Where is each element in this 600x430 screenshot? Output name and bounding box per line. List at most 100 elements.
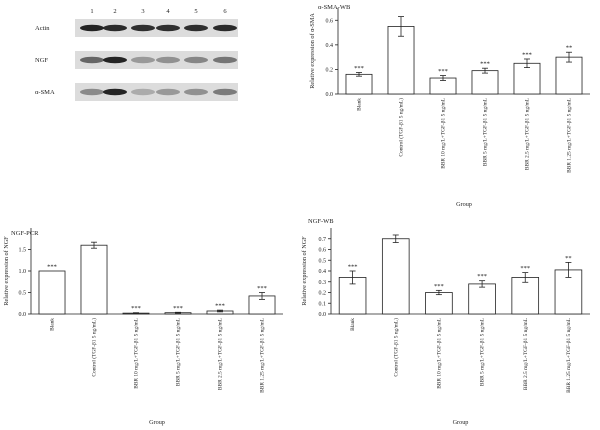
ngf-wb-chart: NGF-WB 0.0 0.1 0.2 0.3 0.4 0.5 0.6 0.7 Relative e… bbox=[301, 218, 590, 426]
category-label: BBR 1.25 mg/L+TGF-β1 5 ng/mL bbox=[260, 318, 266, 393]
bar bbox=[425, 292, 453, 315]
category-label: BBR 2.5 mg/L+TGF-β1 5 ng/mL bbox=[525, 98, 531, 170]
significance-label: *** bbox=[47, 264, 57, 271]
blot-band bbox=[80, 56, 104, 64]
significance-label: *** bbox=[173, 305, 183, 312]
blot-band bbox=[103, 24, 127, 32]
ngf-pcr-chart: NGF-PCR 0.0 0.5 1.0 1.5 Relative expression o… bbox=[3, 228, 283, 426]
blot-band bbox=[184, 56, 208, 64]
lane-number: 1 bbox=[90, 8, 93, 15]
y-tick-label: 0.6 bbox=[319, 248, 327, 254]
blot-row-label: NGF bbox=[35, 57, 48, 64]
y-axis-label: Relative expression of NGF bbox=[301, 236, 308, 306]
category-label: BBR 10 mg/L+TGF-β1 5 ng/mL bbox=[134, 318, 140, 389]
y-tick-label: 0.0 bbox=[319, 312, 327, 318]
y-tick-label: 0.4 bbox=[326, 43, 334, 49]
y-tick-label: 0.5 bbox=[19, 291, 27, 297]
y-tick-label: 0.5 bbox=[319, 258, 327, 264]
y-tick-label: 0.2 bbox=[319, 291, 327, 297]
chart-title: α-SMA-WB bbox=[318, 4, 351, 11]
significance-label: ** bbox=[565, 255, 572, 262]
y-tick-label: 0.0 bbox=[19, 312, 27, 318]
y-tick-label: 1.0 bbox=[19, 269, 27, 275]
bar bbox=[38, 270, 66, 315]
blot-band bbox=[103, 56, 127, 64]
category-label: Blank bbox=[350, 318, 356, 331]
significance-label: *** bbox=[354, 65, 364, 72]
category-label: BBR 2.5 mg/L+TGF-β1 5 ng/mL bbox=[218, 318, 224, 390]
bar bbox=[471, 70, 499, 95]
significance-label: *** bbox=[215, 303, 225, 310]
blot-band bbox=[80, 24, 104, 32]
x-axis-label: Group bbox=[453, 419, 469, 426]
category-label: BBR 5 mg/L+TGF-β1 5 ng/mL bbox=[480, 318, 486, 386]
bar bbox=[387, 26, 415, 95]
lane-number: 6 bbox=[223, 8, 227, 15]
bar bbox=[555, 56, 583, 95]
x-axis-label: Group bbox=[149, 419, 165, 426]
blot-band bbox=[213, 88, 237, 96]
blot-band bbox=[131, 88, 155, 96]
category-label: BBR 1.25 mg/L+TGF-β1 5 ng/mL bbox=[567, 98, 573, 173]
bar bbox=[80, 244, 108, 315]
category-label: Control (TGF-β1 5 ng/mL) bbox=[91, 318, 98, 377]
blot-band bbox=[184, 24, 208, 32]
chart-title: NGF-PCR bbox=[11, 230, 39, 237]
significance-label: *** bbox=[480, 61, 490, 68]
category-label: Control (TGF-β1 5 ng/mL) bbox=[398, 98, 405, 157]
blot-band bbox=[103, 88, 127, 96]
y-tick-label: 0.0 bbox=[326, 92, 334, 98]
bar bbox=[345, 73, 373, 95]
significance-label: *** bbox=[348, 264, 358, 271]
category-label: BBR 2.5 mg/L+TGF-β1 5 ng/mL bbox=[523, 318, 529, 390]
y-tick-label: 0.7 bbox=[319, 237, 327, 243]
blot-band bbox=[156, 56, 180, 64]
significance-label: *** bbox=[434, 283, 444, 290]
y-axis-label: Relative expression of NGF bbox=[3, 236, 10, 306]
lane-number: 4 bbox=[166, 8, 170, 15]
lane-number: 2 bbox=[113, 8, 116, 15]
significance-label: ** bbox=[566, 45, 573, 52]
bar bbox=[381, 238, 410, 315]
y-tick-label: 0.6 bbox=[326, 18, 334, 24]
category-label: BBR 1.25 mg/L+TGF-β1 5 ng/mL bbox=[566, 318, 572, 393]
category-label: BBR 5 mg/L+TGF-β1 5 ng/mL bbox=[176, 318, 182, 386]
significance-label: *** bbox=[520, 265, 530, 272]
category-label: BBR 10 mg/L+TGF-β1 5 ng/mL bbox=[436, 318, 442, 389]
bar bbox=[468, 283, 496, 315]
y-tick-label: 1.5 bbox=[19, 248, 27, 254]
y-tick-label: 0.1 bbox=[319, 301, 327, 307]
significance-label: *** bbox=[257, 285, 267, 292]
y-tick-label: 0.4 bbox=[319, 269, 327, 275]
blot-row-label: Actin bbox=[35, 25, 50, 32]
category-label: Blank bbox=[357, 98, 363, 111]
significance-label: *** bbox=[438, 68, 448, 75]
blot-row-label: α-SMA bbox=[35, 89, 55, 96]
significance-label: *** bbox=[522, 51, 532, 58]
blot-band bbox=[213, 56, 237, 64]
significance-label: *** bbox=[477, 273, 487, 280]
y-tick-label: 0.3 bbox=[319, 280, 327, 286]
blot-band bbox=[80, 88, 104, 96]
blot-band bbox=[131, 24, 155, 32]
blot-band bbox=[156, 88, 180, 96]
category-label: BBR 10 mg/L+TGF-β1 5 ng/mL bbox=[441, 98, 447, 169]
y-tick-label: 0.2 bbox=[326, 67, 334, 73]
category-label: Control (TGF-β1 5 ng/mL) bbox=[392, 318, 399, 377]
blot-band bbox=[213, 24, 237, 32]
chart-title: NGF-WB bbox=[308, 218, 334, 225]
blot-band bbox=[131, 56, 155, 64]
x-axis-label: Group bbox=[456, 201, 472, 208]
blot-band bbox=[156, 24, 180, 32]
bar bbox=[511, 277, 540, 315]
category-label: BBR 5 mg/L+TGF-β1 5 ng/mL bbox=[483, 98, 489, 166]
significance-label: *** bbox=[131, 305, 141, 312]
lane-number: 3 bbox=[141, 8, 144, 15]
alpha-sma-wb-chart: α-SMA-WB 0.0 0.2 0.4 0.6 Relative expression … bbox=[309, 4, 590, 208]
bar bbox=[513, 62, 541, 95]
category-label: Blank bbox=[50, 318, 56, 331]
y-axis-label: Relative expression of α-SMA bbox=[309, 13, 316, 89]
blot-band bbox=[184, 88, 208, 96]
lane-number: 5 bbox=[194, 8, 197, 15]
